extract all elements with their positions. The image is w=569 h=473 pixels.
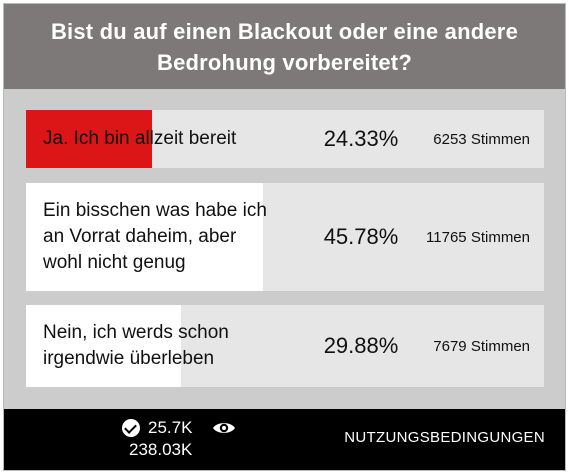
poll-footer: 25.7K 238.03K NUTZUNGSBEDINGUNGEN [4, 409, 565, 470]
eye-icon [212, 420, 236, 436]
poll-answers: Ja. Ich bin allzeit bereit 24.33% 6253 S… [4, 89, 565, 409]
check-circle-icon [122, 419, 140, 437]
answer-label: Nein, ich werds schon irgendwie überlebe… [43, 305, 229, 387]
poll-stats: 25.7K 238.03K [122, 417, 236, 461]
poll-widget: Bist du auf einen Blackout oder eine and… [3, 3, 566, 471]
poll-header: Bist du auf einen Blackout oder eine and… [4, 4, 565, 89]
answer-label: Ja. Ich bin allzeit bereit [43, 110, 236, 168]
answer-votes: 11765 Stimmen [426, 183, 530, 291]
views-count: 238.03K [122, 439, 236, 461]
answer-option-3[interactable]: Nein, ich werds schon irgendwie überlebe… [26, 305, 544, 387]
answer-percent: 45.78% [301, 183, 421, 291]
terms-link[interactable]: NUTZUNGSBEDINGUNGEN [344, 429, 545, 446]
answer-option-2[interactable]: Ein bisschen was habe ich an Vorrat dahe… [26, 183, 544, 291]
poll-question: Bist du auf einen Blackout oder eine and… [4, 16, 565, 78]
answer-label: Ein bisschen was habe ich an Vorrat dahe… [43, 183, 267, 291]
answer-votes: 6253 Stimmen [433, 110, 530, 168]
answer-option-1[interactable]: Ja. Ich bin allzeit bereit 24.33% 6253 S… [26, 110, 544, 168]
answer-votes: 7679 Stimmen [433, 305, 530, 387]
answer-percent: 29.88% [301, 305, 421, 387]
votes-count: 25.7K [148, 417, 192, 439]
answer-percent: 24.33% [301, 110, 421, 168]
